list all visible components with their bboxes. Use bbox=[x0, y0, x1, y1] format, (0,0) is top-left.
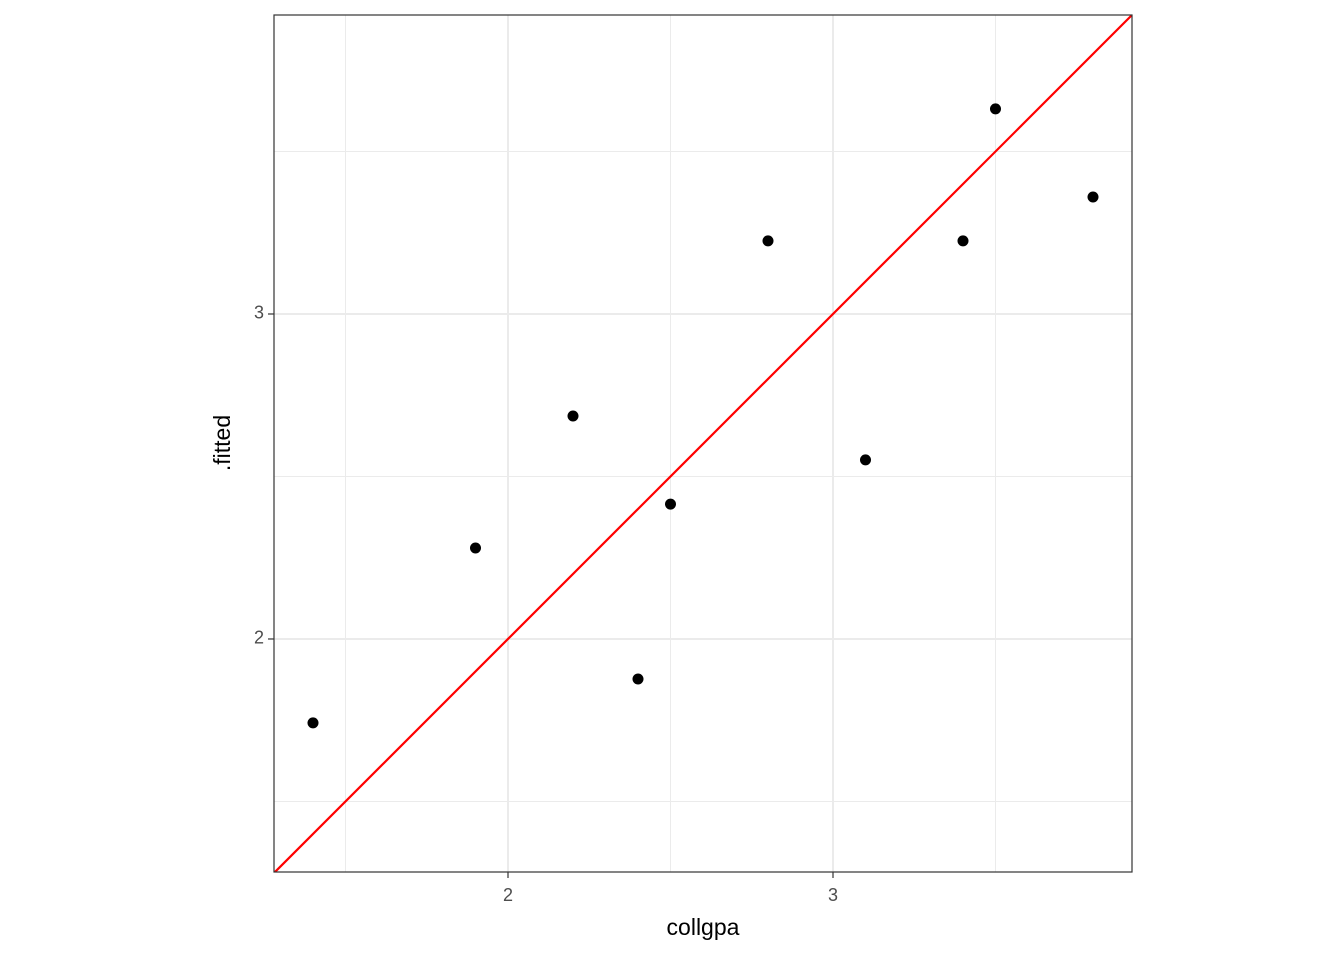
x-tick-label: 2 bbox=[503, 885, 513, 905]
point bbox=[1087, 191, 1099, 203]
point bbox=[307, 717, 319, 729]
point bbox=[990, 103, 1001, 115]
panel-border bbox=[273, 14, 1133, 873]
point bbox=[762, 235, 774, 247]
y-tick-label: 3 bbox=[254, 303, 264, 323]
point bbox=[470, 542, 481, 554]
point bbox=[632, 673, 644, 685]
x-axis-title: collgpa bbox=[667, 914, 740, 940]
point bbox=[665, 498, 676, 510]
plot-layer bbox=[274, 15, 1132, 872]
reference-line bbox=[274, 15, 1132, 872]
x-tick-label: 3 bbox=[828, 885, 838, 905]
point bbox=[567, 410, 579, 422]
point bbox=[957, 235, 969, 247]
point bbox=[860, 454, 871, 466]
y-tick-label: 2 bbox=[254, 628, 264, 648]
y-axis-title: .fitted bbox=[209, 415, 235, 471]
